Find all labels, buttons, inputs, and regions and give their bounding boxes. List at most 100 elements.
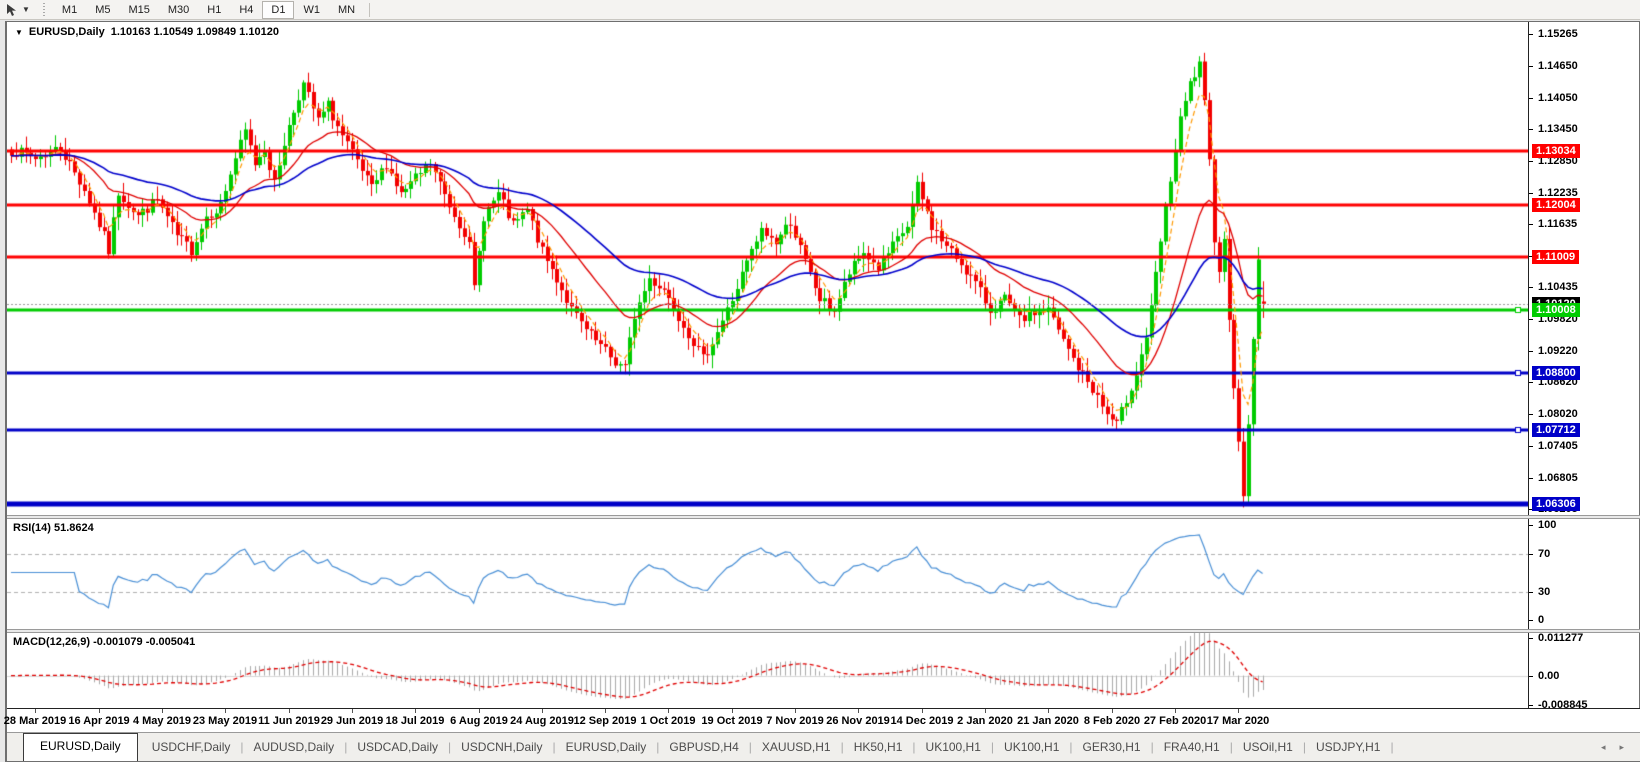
axis-tick-mark: [1529, 193, 1533, 194]
tab-divider: |: [552, 740, 556, 754]
tf-button-m1[interactable]: M1: [61, 3, 78, 16]
macd-axis-label: 0.011277: [1538, 632, 1584, 644]
macd-axis-label: 0.00: [1538, 670, 1560, 682]
axis-tick-label: 1.12850: [1538, 155, 1578, 167]
axis-tick-mark: [1529, 382, 1533, 383]
panel-separator[interactable]: [7, 629, 1640, 633]
date-label: 12 Sep 2019: [573, 715, 637, 727]
time-axis-tick: [289, 709, 290, 713]
chart-tab-uk100-h1[interactable]: UK100,H1: [925, 740, 981, 754]
date-label: 21 Jan 2020: [1017, 715, 1079, 727]
time-axis-tick: [668, 709, 669, 713]
axis-tick-mark: [1529, 34, 1533, 35]
date-label: 2 Jan 2020: [957, 715, 1013, 727]
axis-tick-mark: [1529, 509, 1533, 510]
tf-button-m15[interactable]: M15: [128, 3, 150, 16]
date-label: 17 Mar 2020: [1206, 715, 1270, 727]
panel-separator[interactable]: [7, 515, 1640, 519]
date-label: 11 Jun 2019: [258, 715, 320, 727]
tf-button-m5[interactable]: M5: [95, 3, 111, 16]
tf-button-h4[interactable]: H4: [239, 3, 254, 16]
tab-divider: |: [1390, 740, 1394, 754]
price-line-label: 1.06306: [1532, 497, 1580, 511]
price-line-label: 1.08800: [1532, 366, 1580, 380]
date-label: 18 Jul 2019: [385, 715, 445, 727]
tab-divider: |: [240, 740, 244, 754]
date-label: 8 Feb 2020: [1083, 715, 1141, 727]
time-axis-tick: [162, 709, 163, 713]
time-axis-tick: [225, 709, 226, 713]
time-axis-tick: [1238, 709, 1239, 713]
tab-divider: |: [1069, 740, 1073, 754]
axis-tick-mark: [1529, 224, 1533, 225]
time-axis-tick: [352, 709, 353, 713]
time-axis-tick: [479, 709, 480, 713]
chart-tab-ger30-h1[interactable]: GER30,H1: [1082, 740, 1141, 754]
chart-tab-eurusd-daily[interactable]: EURUSD,Daily: [565, 740, 647, 754]
toolbar-grip-handle[interactable]: [41, 2, 47, 17]
time-axis-tick: [1175, 709, 1176, 713]
tf-button-d1[interactable]: D1: [262, 0, 295, 19]
price-line-label: 1.07712: [1532, 423, 1580, 437]
axis-tick-mark: [1529, 287, 1533, 288]
tab-scroll-right-icon[interactable]: ▸: [1619, 742, 1624, 752]
axis-tick-label: 1.06805: [1538, 472, 1578, 484]
chart-tab-usoil-h1[interactable]: USOil,H1: [1242, 740, 1293, 754]
date-label: 27 Feb 2020: [1143, 715, 1207, 727]
time-axis-tick: [858, 709, 859, 713]
date-label: 23 May 2019: [192, 715, 258, 727]
chart-tab-gbpusd-h4[interactable]: GBPUSD,H4: [669, 740, 739, 754]
price-line-label: 1.10008: [1532, 303, 1580, 317]
axis-tick-mark: [1529, 129, 1533, 130]
rsi-axis-label: 100: [1538, 519, 1557, 531]
macd-label: MACD(12,26,9) -0.001079 -0.005041: [13, 636, 196, 648]
chart-tab-usdcnh-daily[interactable]: USDCNH,Daily: [461, 740, 543, 754]
axis-tick-label: 1.08020: [1538, 408, 1578, 420]
tf-button-mn[interactable]: MN: [337, 3, 356, 16]
tab-divider: |: [990, 740, 995, 754]
rsi-chart[interactable]: [7, 519, 1528, 629]
date-label: 28 Mar 2019: [3, 715, 67, 727]
tab-divider: |: [448, 740, 452, 754]
time-axis-tick: [35, 709, 36, 713]
axis-tick-label: 1.15265: [1538, 28, 1578, 40]
time-axis-tick: [415, 709, 416, 713]
tf-button-m30[interactable]: M30: [167, 3, 190, 16]
axis-tick-mark: [1529, 98, 1533, 99]
price-panel: ▼ EURUSD,Daily 1.10163 1.10549 1.09849 1…: [7, 22, 1528, 515]
time-axis[interactable]: 28 Mar 2019 16 Apr 2019 4 May 2019 23 May 2…: [3, 708, 1640, 734]
time-axis-tick: [985, 709, 986, 713]
chart-tab-fra40-h1[interactable]: FRA40,H1: [1163, 740, 1220, 754]
axis-tick-mark: [1529, 705, 1533, 706]
axis-tick-mark: [1529, 351, 1533, 352]
price-line-label: 1.13034: [1532, 144, 1580, 158]
chart-tab-uk100-h1[interactable]: UK100,H1: [1004, 740, 1060, 754]
chart-tab-xauusd-h1[interactable]: XAUUSD,H1: [761, 740, 831, 754]
dropdown-caret-icon[interactable]: ▼: [22, 5, 30, 14]
tf-button-h1[interactable]: H1: [207, 3, 222, 16]
candlestick-chart[interactable]: [7, 22, 1528, 515]
tab-divider: |: [1150, 740, 1154, 754]
date-label: 1 Oct 2019: [640, 715, 696, 727]
chart-tab-audusd-daily[interactable]: AUDUSD,Daily: [253, 740, 335, 754]
date-label: 14 Dec 2019: [890, 715, 954, 727]
tab-scroll-left-icon[interactable]: ◂: [1600, 742, 1606, 752]
rsi-axis: 100 70 30 0: [1529, 519, 1640, 629]
axis-tick-label: 1.11635: [1538, 218, 1578, 230]
axis-tick-label: 1.14650: [1538, 60, 1578, 72]
chart-tab-usdjpy-h1[interactable]: USDJPY,H1: [1315, 740, 1381, 754]
axis-tick-mark: [1529, 256, 1533, 257]
chart-tab-eurusd-daily[interactable]: EURUSD,Daily: [23, 733, 138, 761]
tab-divider: |: [748, 740, 752, 754]
price-axis[interactable]: 1.15265 1.14650 1.14050 1.13450 1.12850 1.122…: [1529, 22, 1640, 515]
macd-chart[interactable]: [7, 633, 1528, 708]
chart-ohlc-values: 1.10163 1.10549 1.09849 1.10120: [110, 26, 279, 38]
chart-tab-usdcad-daily[interactable]: USDCAD,Daily: [357, 740, 438, 754]
chart-tab-usdchf-daily[interactable]: USDCHF,Daily: [151, 740, 231, 754]
tf-button-w1[interactable]: W1: [303, 3, 320, 16]
collapse-arrow-icon[interactable]: ▼: [15, 27, 23, 37]
time-axis-tick: [542, 709, 543, 713]
cursor-tool-icon[interactable]: [4, 2, 20, 17]
chart-tab-hk50-h1[interactable]: HK50,H1: [853, 740, 903, 754]
axis-tick-label: 1.10435: [1538, 281, 1578, 293]
